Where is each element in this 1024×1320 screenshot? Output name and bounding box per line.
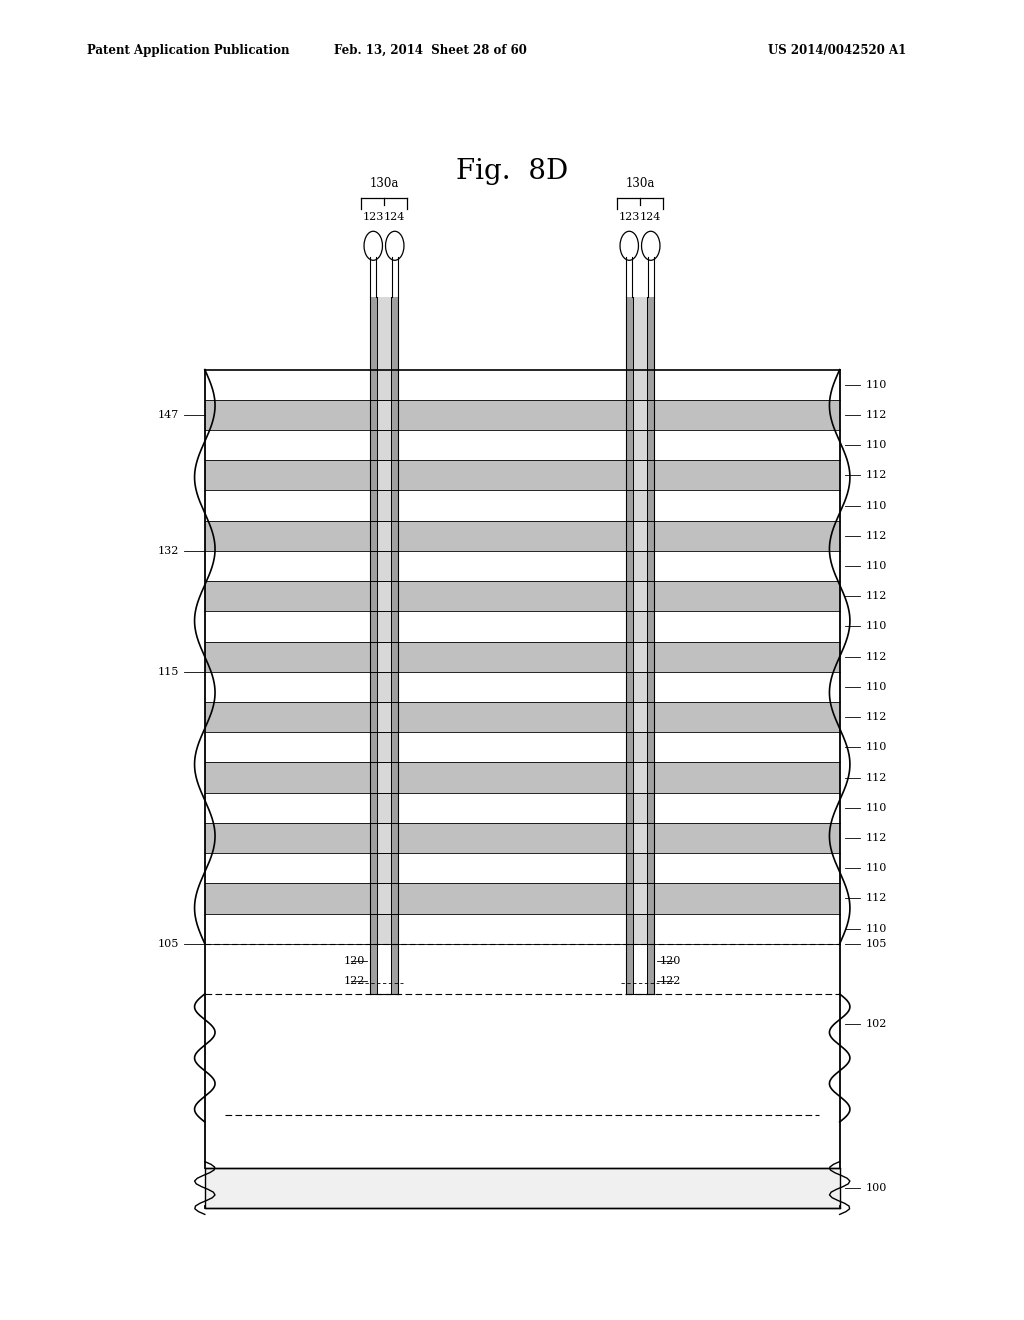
Bar xyxy=(647,944,654,994)
Text: 130a: 130a xyxy=(370,177,398,190)
Bar xyxy=(377,297,391,370)
Text: 100: 100 xyxy=(865,1183,887,1193)
Bar xyxy=(370,370,377,944)
Bar xyxy=(205,370,840,400)
Text: 120: 120 xyxy=(343,957,365,966)
Text: 120: 120 xyxy=(659,957,681,966)
Text: 130a: 130a xyxy=(626,177,654,190)
Bar xyxy=(205,1168,840,1208)
Ellipse shape xyxy=(385,231,403,260)
Bar xyxy=(205,581,840,611)
Bar xyxy=(633,944,647,994)
Bar xyxy=(205,733,840,763)
Ellipse shape xyxy=(641,231,659,260)
Bar xyxy=(205,491,840,520)
Bar xyxy=(370,944,377,994)
Bar xyxy=(205,520,840,550)
Text: 105: 105 xyxy=(865,939,887,949)
Text: Patent Application Publication: Patent Application Publication xyxy=(87,44,290,57)
Bar xyxy=(627,257,633,297)
Bar xyxy=(205,994,840,1135)
Text: 110: 110 xyxy=(865,622,887,631)
Text: 110: 110 xyxy=(865,803,887,813)
Text: Fig.  8D: Fig. 8D xyxy=(456,158,568,185)
Bar xyxy=(205,550,840,581)
Text: 112: 112 xyxy=(865,411,887,420)
Bar xyxy=(391,944,398,994)
Text: 124: 124 xyxy=(640,211,662,222)
Text: 110: 110 xyxy=(865,440,887,450)
Text: 122: 122 xyxy=(659,977,681,986)
Bar xyxy=(391,257,397,297)
Text: 102: 102 xyxy=(865,1019,887,1030)
Text: 112: 112 xyxy=(865,591,887,601)
Bar xyxy=(370,297,377,370)
Bar xyxy=(633,370,647,944)
Text: 115: 115 xyxy=(158,667,179,677)
Bar xyxy=(391,297,398,370)
Text: 112: 112 xyxy=(865,531,887,541)
Text: 110: 110 xyxy=(865,682,887,692)
Text: 112: 112 xyxy=(865,652,887,661)
Text: 112: 112 xyxy=(865,772,887,783)
Text: 112: 112 xyxy=(865,894,887,903)
Bar xyxy=(205,913,840,944)
Text: 110: 110 xyxy=(865,561,887,572)
Bar xyxy=(205,672,840,702)
Text: 122: 122 xyxy=(343,977,365,986)
Bar xyxy=(205,763,840,793)
Text: Feb. 13, 2014  Sheet 28 of 60: Feb. 13, 2014 Sheet 28 of 60 xyxy=(334,44,526,57)
Bar xyxy=(205,822,840,853)
Bar xyxy=(205,853,840,883)
Ellipse shape xyxy=(364,231,383,260)
Text: 110: 110 xyxy=(865,380,887,389)
Bar xyxy=(626,944,633,994)
Bar xyxy=(633,297,647,370)
Text: 132: 132 xyxy=(158,546,179,556)
Text: 105: 105 xyxy=(158,939,179,949)
Text: 123: 123 xyxy=(618,211,640,222)
Bar xyxy=(205,702,840,733)
Bar xyxy=(647,370,654,944)
Text: 124: 124 xyxy=(384,211,406,222)
Text: 110: 110 xyxy=(865,742,887,752)
Bar xyxy=(377,944,391,994)
Bar xyxy=(647,297,654,370)
Bar xyxy=(626,370,633,944)
Text: 147: 147 xyxy=(158,411,179,420)
Bar xyxy=(371,257,377,297)
Bar xyxy=(205,461,840,491)
Bar xyxy=(391,370,398,944)
Ellipse shape xyxy=(621,231,639,260)
Bar xyxy=(626,297,633,370)
Bar xyxy=(205,793,840,822)
Text: 110: 110 xyxy=(865,863,887,874)
Text: 110: 110 xyxy=(865,500,887,511)
Bar xyxy=(205,430,840,461)
Text: 112: 112 xyxy=(865,833,887,843)
Bar xyxy=(205,611,840,642)
Text: US 2014/0042520 A1: US 2014/0042520 A1 xyxy=(768,44,906,57)
Bar xyxy=(647,257,653,297)
Bar xyxy=(205,883,840,913)
Text: 110: 110 xyxy=(865,924,887,933)
Text: 112: 112 xyxy=(865,713,887,722)
Text: 112: 112 xyxy=(865,470,887,480)
Bar xyxy=(205,400,840,430)
Bar xyxy=(377,370,391,944)
Text: 123: 123 xyxy=(362,211,384,222)
Bar xyxy=(205,642,840,672)
